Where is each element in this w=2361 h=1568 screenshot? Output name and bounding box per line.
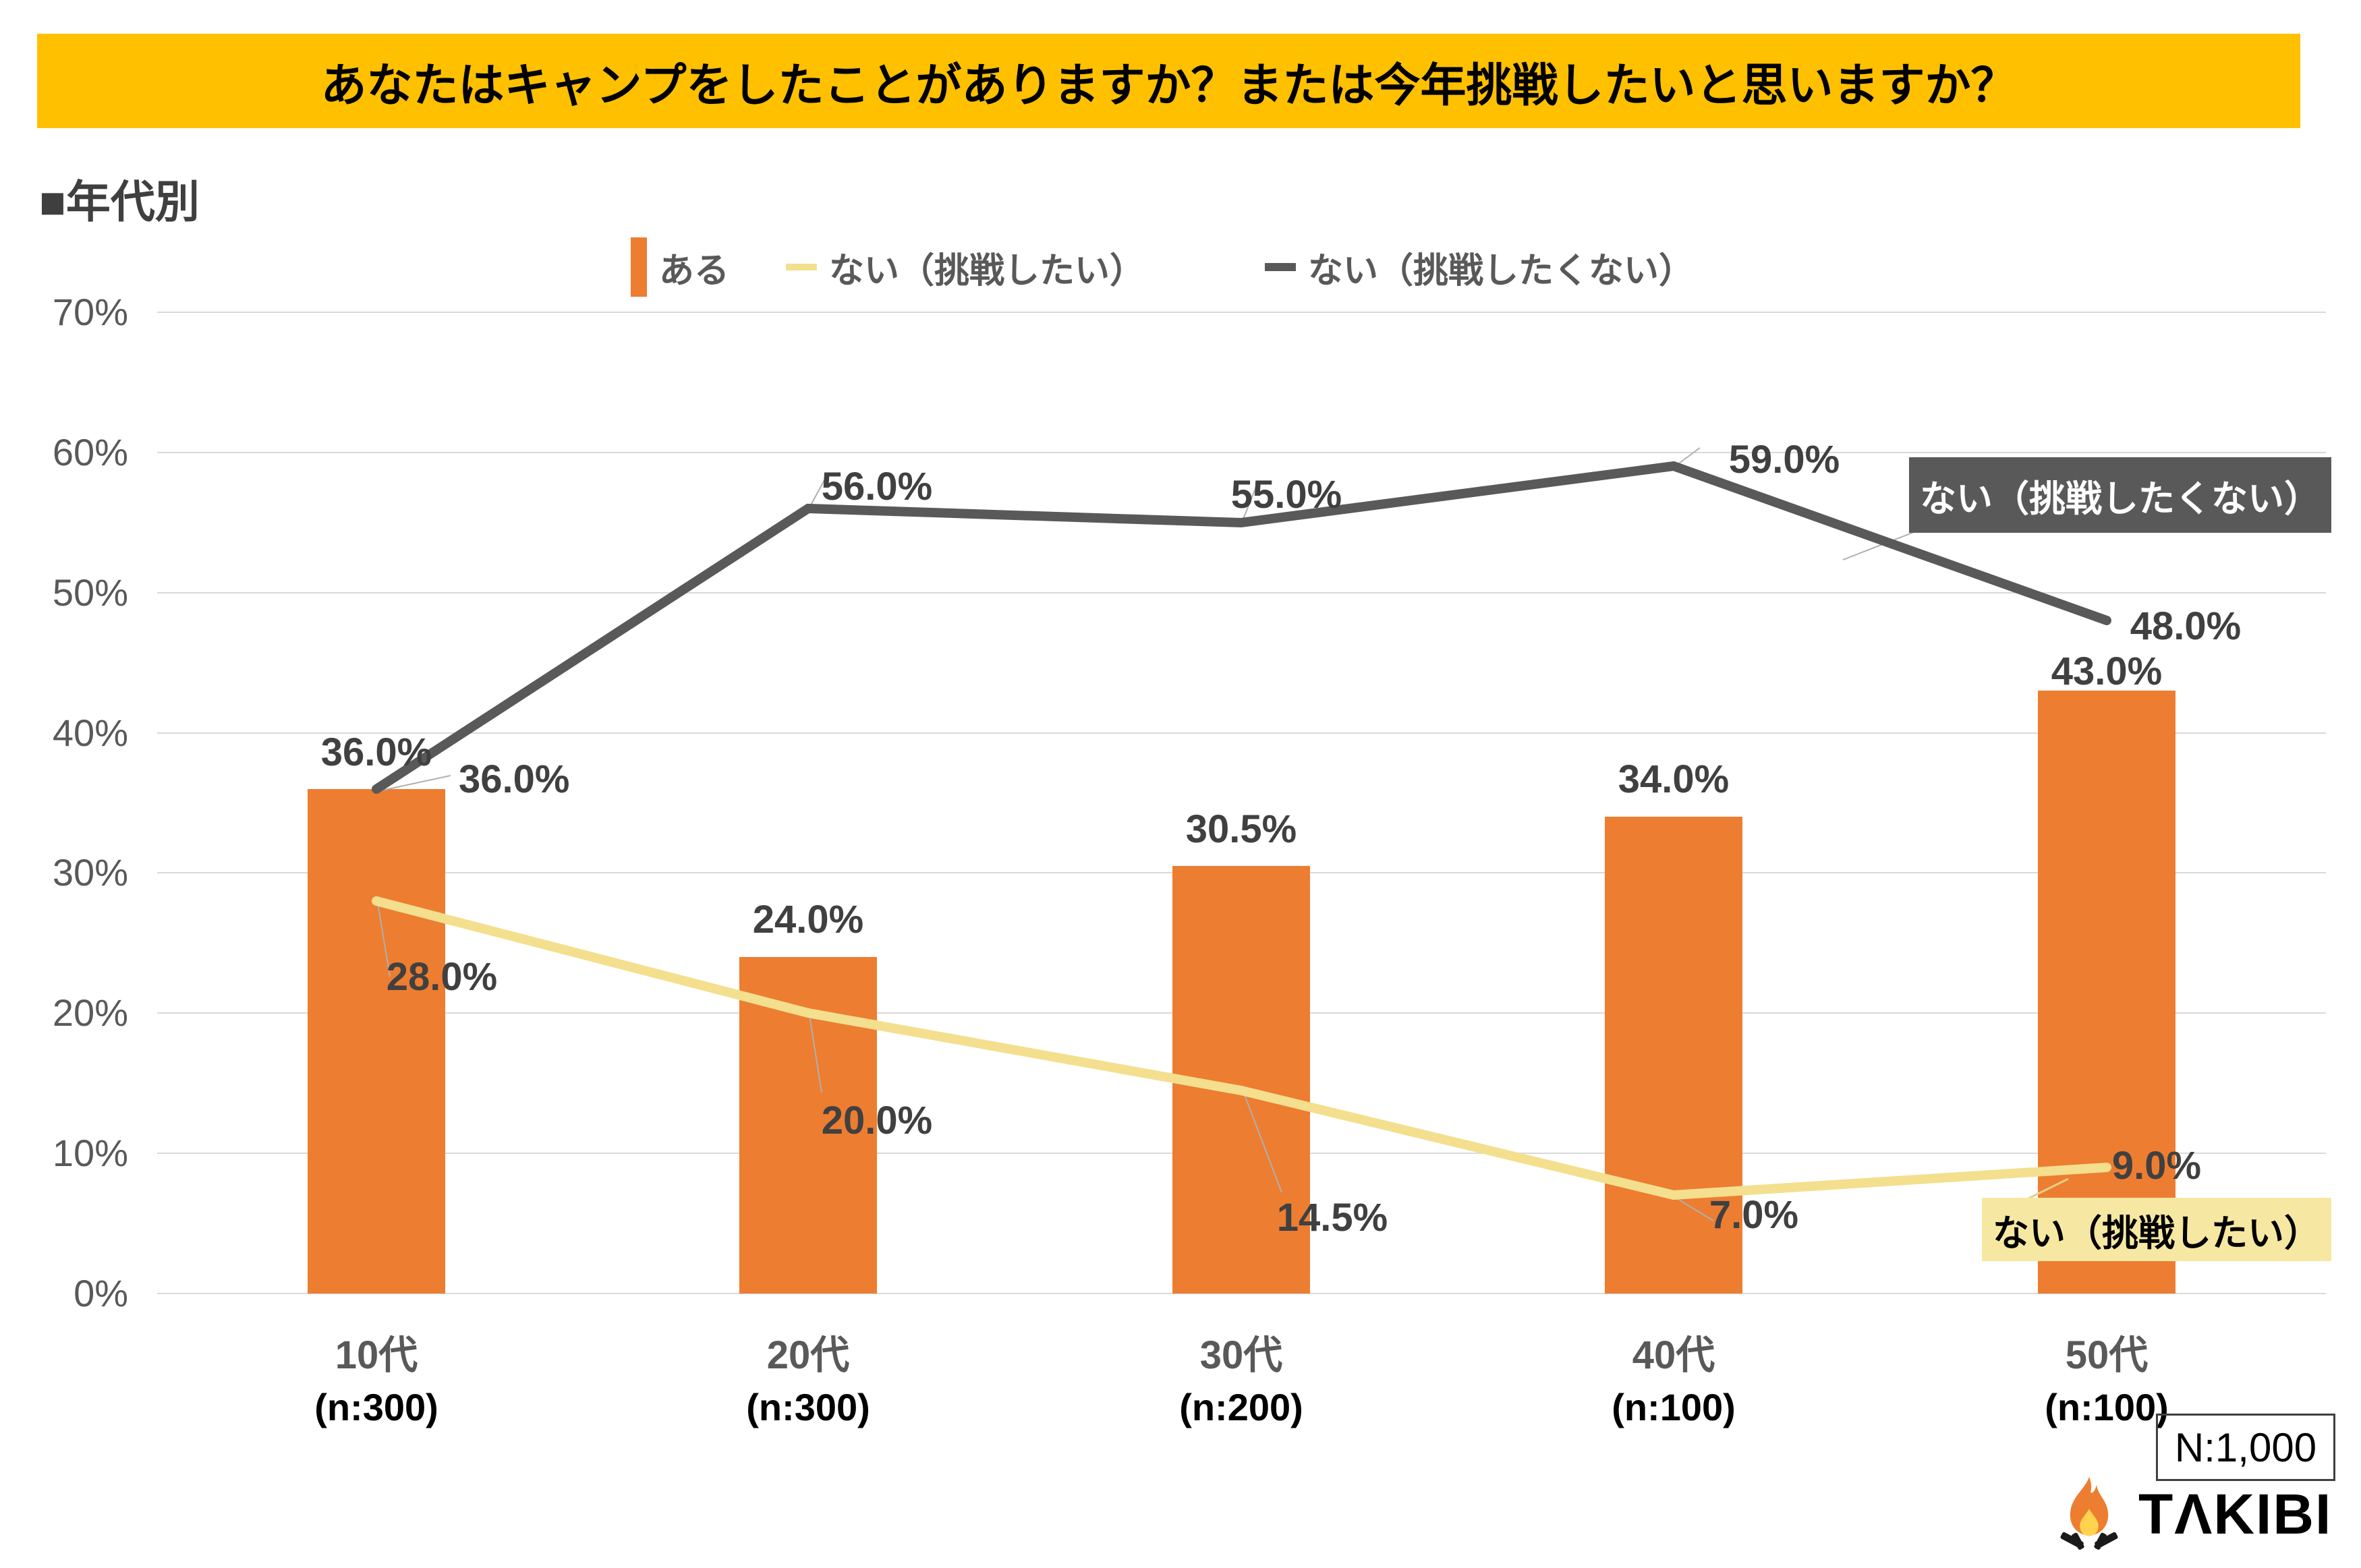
- ytick-10: 10%: [52, 1132, 128, 1174]
- callout-nai-shitai: ない（挑戦したい）: [1982, 1198, 2331, 1261]
- legend-bar-swatch: [631, 237, 647, 297]
- bar-10s: [308, 789, 445, 1294]
- yellowline-label-50s: 9.0%: [2111, 1144, 2202, 1188]
- legend-item-nai-shitakunai: ない（挑戦したくない）: [1265, 236, 1694, 298]
- xcat-20s-n: (n:300): [746, 1386, 870, 1428]
- xcat-20s-age: 20代: [766, 1333, 850, 1377]
- legend-label-nai-shitakunai: ない（挑戦したくない）: [1308, 251, 1695, 291]
- legend-label-aru: ある: [659, 251, 730, 291]
- yellowline-label-10s: 28.0%: [386, 955, 498, 999]
- brand-logo: TΛKIBI: [2049, 1474, 2332, 1554]
- yellowline-label-40s: 7.0%: [1709, 1193, 1799, 1237]
- bar-label-50s: 43.0%: [2051, 649, 2163, 693]
- sample-size-box: N:1,000: [2156, 1414, 2335, 1481]
- callout-nai-shitakunai-label: ない（挑戦したくない）: [1920, 478, 2321, 519]
- ytick-50: 50%: [52, 571, 128, 614]
- xcat-50s-n: (n:100): [2045, 1386, 2169, 1428]
- campfire-icon: [2060, 1476, 2118, 1550]
- xcat-40s-age: 40代: [1632, 1333, 1715, 1377]
- xcat-10s-n: (n:300): [314, 1386, 438, 1428]
- chart-title: あなたはキャンプをしたことがありますか？または今年挑戦したいと思いますか？: [320, 59, 2017, 111]
- bar-series-aru: [308, 691, 2175, 1294]
- bar-40s: [1605, 817, 1742, 1294]
- legend-item-aru: ある: [631, 236, 729, 298]
- yellowline-label-20s: 20.0%: [821, 1099, 933, 1142]
- xcat-40s: 40代 (n:100): [1612, 1323, 1736, 1429]
- legend-label-nai-shitai: ない（挑戦したい）: [829, 251, 1145, 291]
- xcat-20s: 20代 (n:300): [746, 1323, 870, 1429]
- xcat-40s-n: (n:100): [1612, 1386, 1736, 1428]
- bar-label-40s: 34.0%: [1618, 757, 1730, 801]
- yellowline-label-30s: 14.5%: [1276, 1196, 1388, 1240]
- darkline-label-20s: 56.0%: [821, 465, 933, 509]
- xcat-30s: 30代 (n:200): [1179, 1323, 1303, 1429]
- callout-nai-shitakunai: ない（挑戦したくない）: [1909, 457, 2331, 533]
- darkline-label-30s: 55.0%: [1230, 473, 1342, 517]
- bar-50s: [2038, 691, 2175, 1294]
- line-nai-shitakunai: [372, 461, 2111, 794]
- ytick-70: 70%: [52, 291, 128, 333]
- ytick-40: 40%: [52, 712, 128, 754]
- section-heading: ■年代別: [39, 177, 200, 227]
- darkline-label-10s: 36.0%: [459, 757, 570, 801]
- legend-yellow-line-swatch: [786, 264, 817, 270]
- ytick-0: 0%: [74, 1272, 128, 1314]
- xcat-30s-age: 30代: [1199, 1333, 1283, 1377]
- legend-dark-line-swatch: [1265, 263, 1296, 271]
- bar-label-10s: 36.0%: [320, 730, 432, 774]
- xcat-10s: 10代 (n:300): [314, 1323, 438, 1429]
- legend-item-nai-shitai: ない（挑戦したい）: [786, 236, 1145, 298]
- line-nai-shitai: [372, 896, 2111, 1200]
- chart-title-banner: あなたはキャンプをしたことがありますか？または今年挑戦したいと思いますか？: [37, 34, 2300, 128]
- xcat-10s-age: 10代: [335, 1333, 418, 1377]
- ytick-20: 20%: [52, 991, 128, 1034]
- bar-label-30s: 30.5%: [1185, 807, 1297, 851]
- ytick-30: 30%: [52, 851, 128, 894]
- xcat-50s-age: 50代: [2065, 1333, 2149, 1377]
- xcat-30s-n: (n:200): [1179, 1386, 1303, 1428]
- callout-nai-shitai-label: ない（挑戦したい）: [1993, 1213, 2321, 1254]
- darkline-label-50s: 48.0%: [2130, 604, 2242, 648]
- xcat-50s: 50代 (n:100): [2045, 1323, 2169, 1429]
- ytick-60: 60%: [52, 431, 128, 473]
- darkline-label-40s: 59.0%: [1728, 438, 1840, 482]
- bar-label-20s: 24.0%: [752, 898, 864, 941]
- sample-size-label: N:1,000: [2174, 1424, 2317, 1470]
- brand-name: TΛKIBI: [2138, 1482, 2333, 1546]
